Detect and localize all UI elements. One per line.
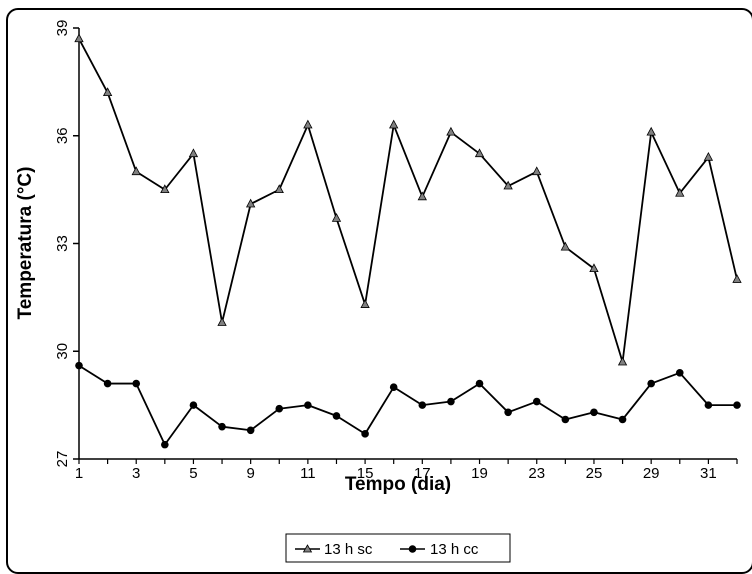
data-point-sc	[589, 263, 599, 273]
series-line-sc	[78, 38, 738, 363]
data-point-cc	[675, 369, 684, 377]
data-point-sc	[646, 126, 656, 136]
data-point-cc	[504, 408, 512, 417]
x-tick-label: 1	[75, 465, 83, 482]
x-tick-label: 31	[700, 465, 717, 482]
data-point-cc	[733, 401, 741, 409]
data-point-sc	[560, 241, 571, 251]
data-point-sc	[188, 148, 199, 158]
data-point-cc	[218, 422, 226, 431]
x-tick-label: 19	[471, 465, 488, 482]
legend-label-cc: 13 h cc	[430, 541, 479, 558]
data-point-cc	[246, 426, 255, 435]
data-point-cc	[704, 401, 713, 409]
data-point-sc	[503, 180, 513, 190]
x-tick-label: 29	[643, 465, 660, 482]
data-point-sc	[703, 151, 714, 161]
y-axis-title: Temperatura (°C)	[15, 167, 36, 320]
y-tick-label: 30	[54, 343, 71, 360]
data-point-sc	[102, 87, 113, 97]
legend-marker-triangle	[302, 544, 313, 553]
data-point-sc	[303, 119, 313, 129]
data-point-cc	[189, 401, 198, 409]
data-point-sc	[74, 33, 84, 43]
data-point-cc	[532, 397, 541, 406]
data-point-cc	[304, 401, 312, 409]
data-point-sc	[360, 299, 370, 308]
y-tick-label: 36	[54, 127, 71, 144]
y-tick-label: 39	[54, 20, 71, 37]
data-point-sc	[160, 184, 170, 194]
data-point-sc	[331, 213, 342, 222]
series-line-cc	[78, 364, 737, 446]
data-point-cc	[590, 408, 598, 417]
x-tick-label: 5	[189, 465, 197, 482]
data-point-cc	[332, 412, 341, 420]
data-point-cc	[475, 379, 484, 388]
data-point-cc	[418, 401, 427, 409]
data-point-cc	[447, 397, 455, 406]
data-point-cc	[618, 415, 627, 424]
x-tick-label: 15	[357, 465, 374, 482]
legend: 13 h sc 13 h cc	[285, 533, 511, 563]
data-point-sc	[131, 166, 141, 176]
data-point-sc	[617, 356, 628, 366]
data-point-cc	[647, 379, 655, 388]
x-tick-label: 3	[132, 465, 140, 482]
data-point-cc	[389, 383, 398, 391]
x-tick-label: 17	[414, 465, 431, 482]
x-tick-label: 23	[528, 465, 545, 482]
data-point-cc	[161, 440, 169, 449]
data-point-cc	[103, 379, 112, 388]
x-axis-title: Tempo (dia)	[345, 474, 451, 495]
data-point-sc	[417, 191, 427, 201]
x-tick-label: 25	[586, 465, 603, 482]
data-point-cc	[561, 415, 570, 424]
y-tick-label: 33	[54, 235, 71, 252]
data-point-sc	[474, 148, 485, 158]
data-point-sc	[245, 198, 256, 208]
legend-box	[285, 533, 511, 563]
data-point-sc	[446, 126, 456, 136]
data-point-cc	[361, 430, 369, 438]
x-tick-label: 11	[300, 465, 316, 482]
data-point-cc	[275, 404, 284, 413]
data-point-sc	[675, 187, 685, 197]
data-point-sc	[732, 274, 742, 283]
chart-frame	[6, 8, 752, 574]
data-point-cc	[132, 379, 141, 388]
legend-label-sc: 13 h sc	[324, 541, 373, 558]
legend-marker-circle	[408, 545, 417, 553]
data-point-sc	[217, 317, 227, 326]
data-point-sc	[532, 166, 542, 176]
x-tick-label: 9	[246, 465, 254, 482]
data-point-sc	[389, 119, 399, 129]
data-point-cc	[75, 361, 83, 370]
y-tick-label: 27	[54, 451, 71, 468]
plot-area: 27 30 33 36 39 1 3 5 9 11 15 17 19 23 25 29 31	[54, 20, 742, 482]
data-point-sc	[274, 184, 284, 194]
